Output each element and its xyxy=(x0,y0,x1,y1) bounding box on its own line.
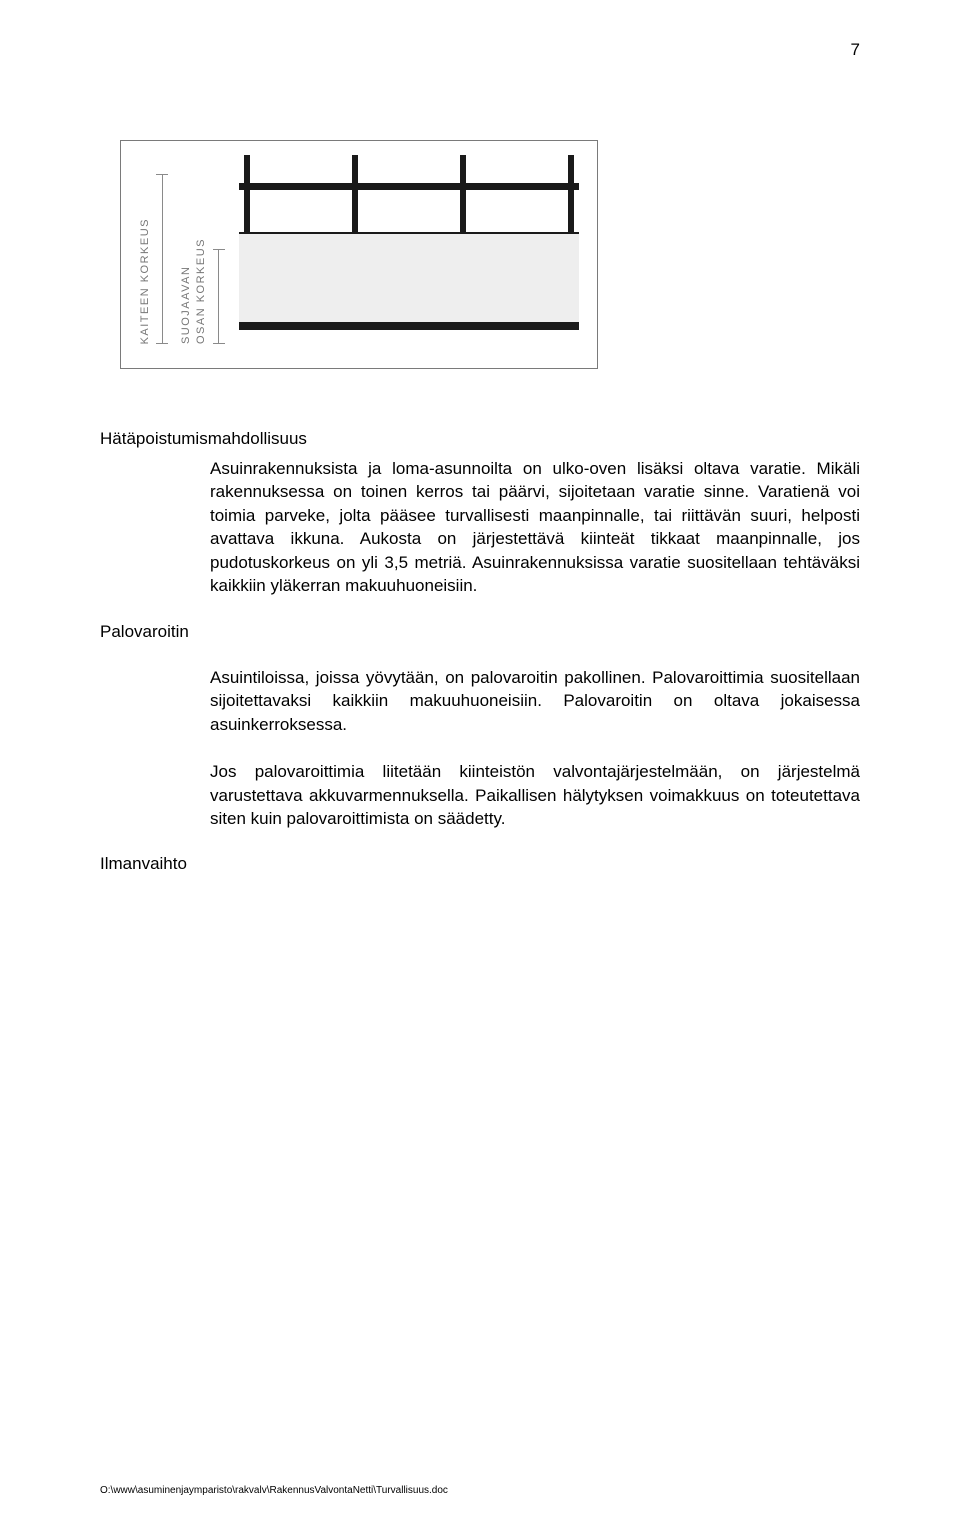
page-number: 7 xyxy=(851,40,860,60)
heading-hatapoistumis: Hätäpoistumismahdollisuus xyxy=(100,429,860,449)
diagram-label-suojaavan-2: OSAN KORKEUS xyxy=(195,238,208,344)
diagram-frame: KAITEEN KORKEUS SUOJAAVAN xyxy=(120,140,598,369)
diagram-dimension-labels: KAITEEN KORKEUS SUOJAAVAN xyxy=(139,155,225,350)
diagram-railing xyxy=(239,155,579,350)
document-page: 7 KAITEEN KORKEUS xyxy=(0,0,960,1528)
para-palovaroitin-1: Asuintiloissa, joissa yövytään, on palov… xyxy=(210,666,860,736)
footer-file-path: O:\www\asuminenjaymparisto\rakvalv\Raken… xyxy=(100,1485,448,1496)
diagram-label-suojaavan-1: SUOJAAVAN xyxy=(180,238,193,344)
para-hatapoistumis-1: Asuinrakennuksista ja loma-asunnoilta on… xyxy=(210,457,860,598)
diagram-label-kaiteen: KAITEEN KORKEUS xyxy=(139,218,152,344)
heading-palovaroitin: Palovaroitin xyxy=(100,622,210,642)
para-palovaroitin-2: Jos palovaroittimia liitetään kiinteistö… xyxy=(210,760,860,830)
railing-diagram: KAITEEN KORKEUS SUOJAAVAN xyxy=(120,140,860,369)
heading-ilmanvaihto: Ilmanvaihto xyxy=(100,854,860,874)
